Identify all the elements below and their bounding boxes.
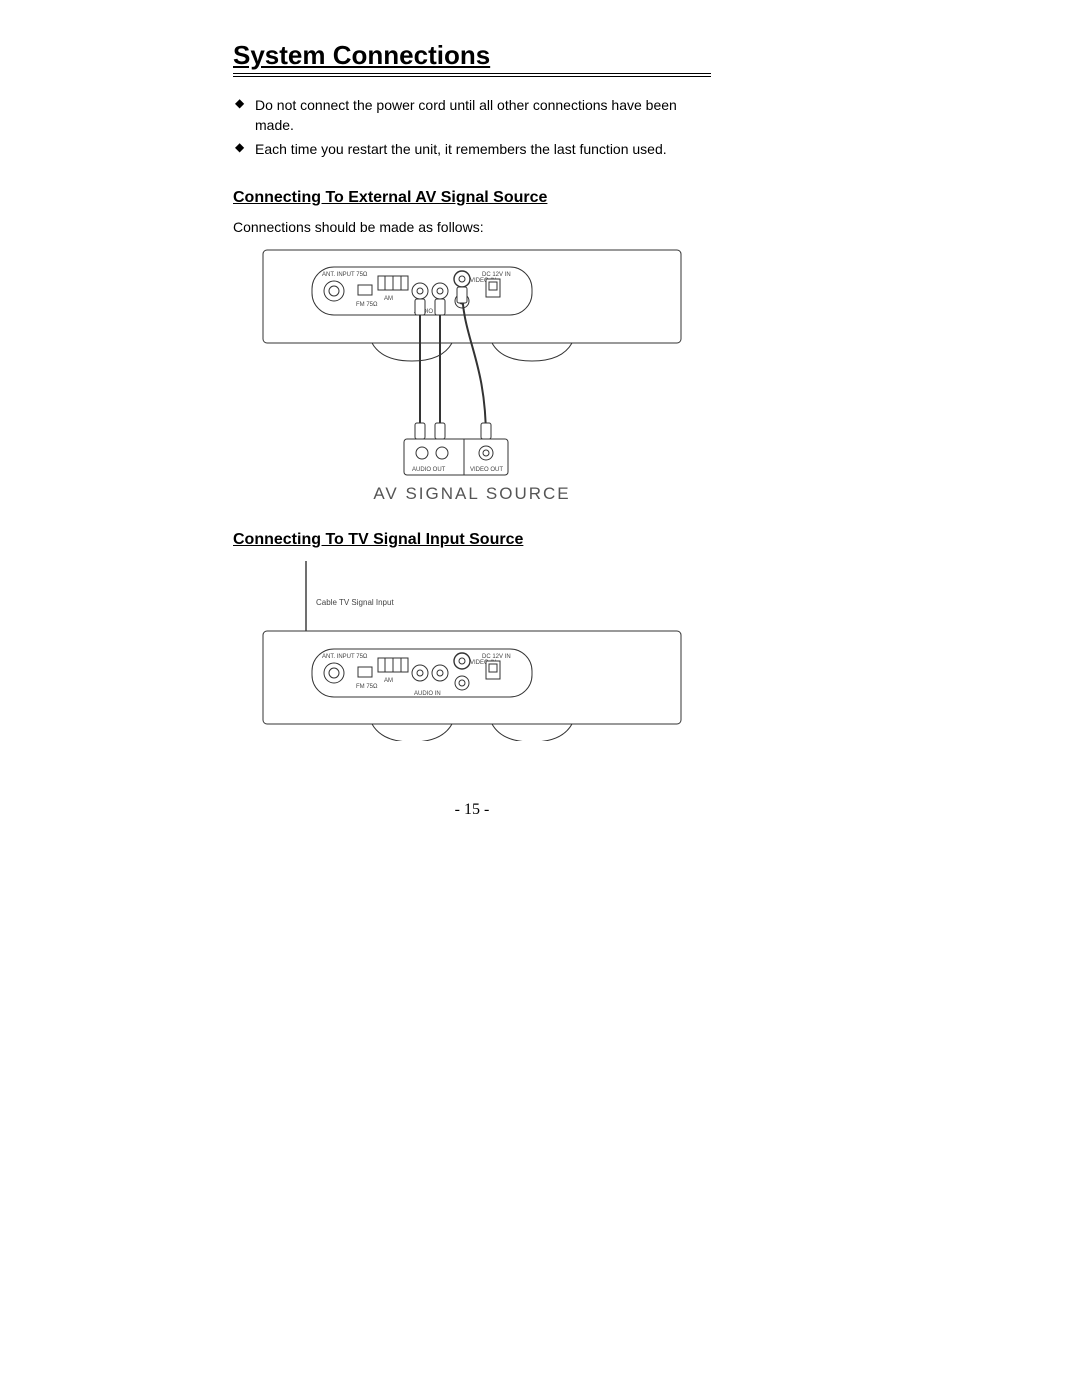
av-diagram-caption: AV SIGNAL SOURCE: [373, 484, 570, 503]
rear-panel-icon: ANT. INPUT 75Ω FM 75Ω AM AUDIO IN VIDEO: [312, 649, 532, 697]
label-fm: FM 75Ω: [356, 302, 378, 308]
page-title: System Connections: [233, 40, 711, 77]
av-connection-diagram: ANT. INPUT 75Ω FM 75Ω AM L R: [262, 249, 682, 509]
subheading-tv: Connecting To TV Signal Input Source: [233, 531, 711, 549]
content-column: System Connections Do not connect the po…: [233, 40, 711, 819]
label-ant: ANT. INPUT 75Ω: [322, 272, 368, 278]
bullet-list: Do not connect the power cord until all …: [233, 95, 711, 159]
subheading-av: Connecting To External AV Signal Source: [233, 189, 711, 207]
page-number: - 15 -: [233, 801, 711, 819]
tv-connection-diagram: Cable TV Signal Input ANT. INPUT 75Ω FM …: [262, 561, 682, 741]
section-tv: Connecting To TV Signal Input Source Cab…: [233, 531, 711, 741]
manual-page: System Connections Do not connect the po…: [0, 0, 1080, 1397]
label-video-out: VIDEO OUT: [470, 467, 503, 473]
svg-text:AM: AM: [384, 296, 393, 302]
section-av: Connecting To External AV Signal Source …: [233, 189, 711, 509]
av-source-box-icon: AUDIO OUT VIDEO OUT: [404, 439, 508, 475]
label-audio-in: AUDIO IN: [414, 691, 441, 697]
label-fm: FM 75Ω: [356, 684, 378, 690]
bullet-item: Each time you restart the unit, it remem…: [233, 139, 711, 159]
label-ant: ANT. INPUT 75Ω: [322, 654, 368, 660]
label-audio-out: AUDIO OUT: [412, 467, 446, 473]
label-dc: DC 12V IN: [482, 654, 511, 660]
label-dc: DC 12V IN: [482, 272, 511, 278]
label-cable-tv: Cable TV Signal Input: [316, 598, 394, 607]
section-av-intro: Connections should be made as follows:: [233, 219, 711, 235]
svg-text:AM: AM: [384, 678, 393, 684]
bullet-item: Do not connect the power cord until all …: [233, 95, 711, 136]
